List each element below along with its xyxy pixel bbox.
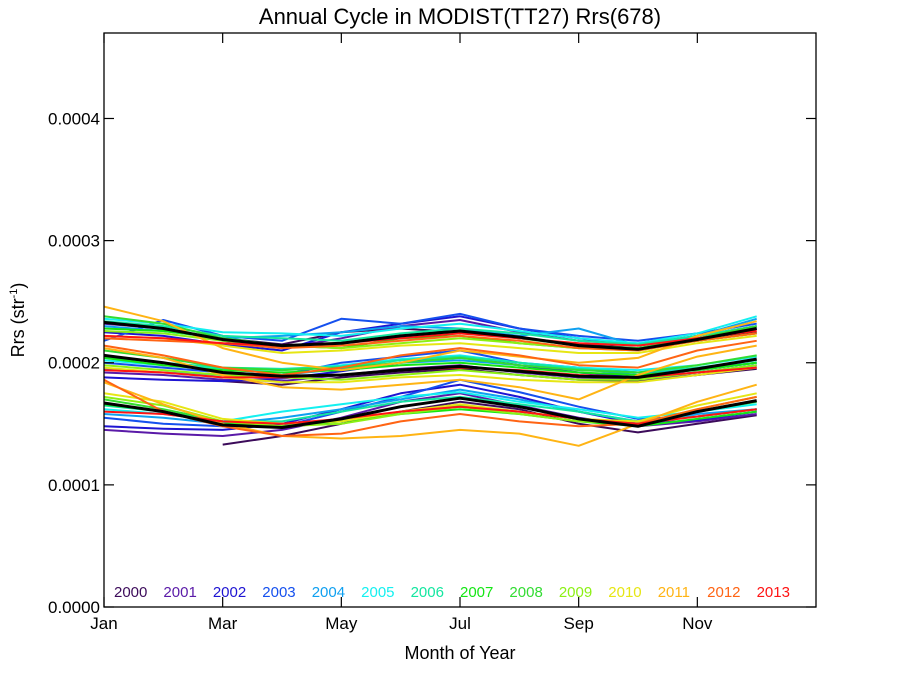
y-tick-label: 0.0002	[48, 354, 100, 373]
y-tick-label: 0.0003	[48, 232, 100, 251]
y-tick-label: 0.0000	[48, 598, 100, 617]
legend-entry-2011: 2011	[658, 584, 690, 601]
y-tick-label: 0.0001	[48, 476, 100, 495]
legend: 2000 2001 2002 2003 2004 2005 2006 2007 2008 2009…	[114, 584, 790, 601]
chart-title: Annual Cycle in MODIST(TT27) Rrs(678)	[259, 4, 661, 29]
legend-entry-2006: 2006	[411, 584, 444, 601]
x-tick-label: Nov	[682, 614, 713, 633]
legend-entry-2009: 2009	[559, 584, 592, 601]
mean-line-group-2	[103, 353, 757, 379]
legend-entry-2008: 2008	[509, 584, 542, 601]
series-line-2012-group-2	[103, 339, 757, 376]
y-axis-ticks: 0.0000 0.0001 0.0002 0.0003 0.0004	[48, 109, 816, 617]
legend-entry-2002: 2002	[213, 584, 246, 601]
x-tick-label: Sep	[564, 614, 594, 633]
legend-entry-2013: 2013	[757, 584, 790, 601]
legend-entry-2010: 2010	[608, 584, 641, 601]
mean-layer	[103, 320, 757, 429]
legend-entry-2007: 2007	[460, 584, 493, 601]
x-axis-ticks: Jan Mar May Jul Sep Nov	[90, 33, 713, 633]
series-line-2003-group-1	[103, 312, 757, 342]
series-line-2007-group-2	[103, 356, 757, 376]
legend-entry-2005: 2005	[361, 584, 394, 601]
x-tick-label: Jan	[90, 614, 117, 633]
mean-line-group-3	[103, 396, 757, 429]
legend-entry-2004: 2004	[312, 584, 345, 601]
x-tick-label: Mar	[208, 614, 238, 633]
y-axis-label-close: )	[8, 283, 28, 289]
x-axis-label: Month of Year	[404, 643, 515, 663]
series-layer	[103, 305, 757, 447]
plot-area: Jan Mar May Jul Sep Nov 0.00000.00010.00020.0…	[48, 32, 817, 633]
y-axis-label: Rrs (str-1)	[8, 283, 28, 358]
series-line-2000-group-3	[222, 400, 757, 446]
y-axis-label-main: Rrs (str	[8, 298, 28, 357]
series-line-2005-group-1	[103, 315, 757, 345]
series-line-2010-group-3	[103, 392, 757, 425]
y-axis-label-superscript: -1	[8, 289, 20, 299]
legend-entry-2001: 2001	[163, 584, 196, 601]
legend-entry-2003: 2003	[262, 584, 295, 601]
series-line-2006-group-1	[103, 320, 757, 346]
y-tick-label: 0.0004	[48, 109, 100, 128]
legend-entry-2000: 2000	[114, 584, 147, 601]
x-tick-label: May	[325, 614, 358, 633]
series-line-2013-group-1	[103, 330, 757, 347]
x-tick-label: Jul	[449, 614, 471, 633]
series-line-2009-group-2	[103, 364, 757, 381]
legend-entry-2012: 2012	[707, 584, 740, 601]
series-line-2011-group-3	[103, 381, 757, 447]
mean-line-group-1	[103, 320, 757, 351]
